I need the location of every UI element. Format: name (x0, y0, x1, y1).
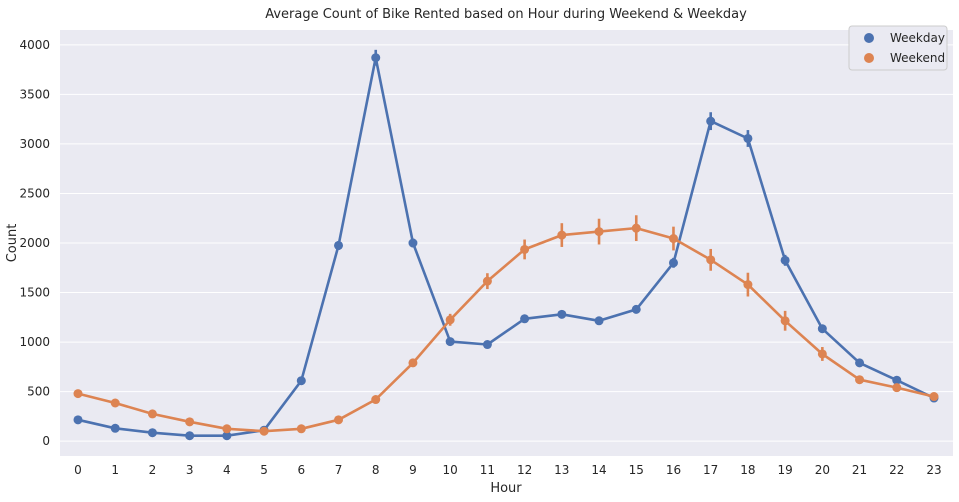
series-layer (73, 49, 939, 441)
data-point-weekend (147, 409, 157, 419)
data-point-weekend (743, 280, 753, 290)
x-tick-label: 16 (666, 463, 681, 477)
x-tick-label: 17 (703, 463, 718, 477)
data-point-weekday (482, 340, 492, 350)
x-tick-labels: 0 1 2 3 4 5 6 7 8 9 10 11 12 13 14 15 16 17 18 19 20 21 22 23 (74, 463, 941, 477)
data-point-weekday (631, 304, 641, 314)
x-tick-label: 7 (335, 463, 343, 477)
data-point-weekend (482, 276, 492, 286)
data-point-weekday (557, 309, 567, 319)
data-point-weekend (445, 315, 455, 325)
legend-label-weekend: Weekend (890, 51, 945, 65)
data-point-weekday (706, 116, 716, 126)
x-axis-title: Hour (490, 481, 522, 496)
data-point-weekend (631, 223, 641, 233)
data-point-weekend (185, 417, 195, 427)
data-point-weekend (817, 349, 827, 359)
data-point-weekend (929, 392, 939, 402)
data-point-weekend (371, 395, 381, 405)
y-tick-label: 2500 (19, 186, 50, 200)
x-tick-label: 18 (740, 463, 755, 477)
data-point-weekend (594, 227, 604, 237)
data-point-weekday (743, 133, 753, 143)
x-tick-label: 15 (629, 463, 644, 477)
series-line-weekend (77, 226, 935, 433)
data-point-weekend (408, 358, 418, 368)
legend: Weekday Weekend (848, 25, 948, 71)
legend-marker-weekend (864, 53, 874, 63)
data-point-weekend (855, 375, 865, 385)
data-point-weekday (445, 337, 455, 347)
data-point-weekday (110, 423, 120, 433)
x-tick-label: 22 (889, 463, 904, 477)
x-tick-label: 0 (74, 463, 82, 477)
data-point-weekend (110, 398, 120, 408)
data-point-weekday (892, 375, 902, 385)
data-point-weekend (259, 426, 269, 436)
chart-title: Average Count of Bike Rented based on Ho… (265, 7, 747, 22)
data-point-weekend (296, 424, 306, 434)
y-tick-label: 3000 (19, 137, 50, 151)
x-tick-label: 10 (443, 463, 458, 477)
data-point-weekday (73, 415, 83, 425)
y-axis-title: Count (5, 224, 20, 263)
x-tick-label: 13 (554, 463, 569, 477)
grid (60, 44, 953, 442)
y-tick-label: 500 (27, 385, 50, 399)
data-point-weekend (706, 255, 716, 265)
y-tick-label: 2000 (19, 236, 50, 250)
y-tick-labels: 0 500 1000 1500 2000 2500 3000 3500 4000 (19, 38, 50, 448)
x-tick-label: 11 (480, 463, 495, 477)
data-point-weekday (855, 358, 865, 368)
x-tick-label: 4 (223, 463, 231, 477)
data-point-weekday (334, 240, 344, 250)
y-tick-label: 1000 (19, 335, 50, 349)
series-line-weekday (77, 56, 935, 438)
x-tick-label: 6 (297, 463, 305, 477)
y-tick-label: 4000 (19, 38, 50, 52)
legend-label-weekday: Weekday (890, 31, 945, 45)
x-tick-label: 3 (186, 463, 194, 477)
data-point-weekday (817, 324, 827, 334)
data-point-weekday (296, 376, 306, 386)
x-tick-label: 19 (777, 463, 792, 477)
legend-marker-weekday (864, 33, 874, 43)
data-point-weekend (73, 389, 83, 399)
y-tick-label: 3500 (19, 87, 50, 101)
x-tick-label: 1 (111, 463, 119, 477)
y-tick-label: 1500 (19, 286, 50, 300)
x-tick-label: 12 (517, 463, 532, 477)
x-tick-label: 20 (815, 463, 830, 477)
data-point-weekday (222, 431, 232, 441)
y-tick-label: 0 (42, 434, 50, 448)
data-point-weekend (222, 424, 232, 434)
x-tick-label: 5 (260, 463, 268, 477)
data-point-weekday (408, 238, 418, 248)
x-tick-label: 23 (926, 463, 941, 477)
data-point-weekend (668, 234, 678, 244)
data-point-weekday (780, 255, 790, 265)
data-point-weekday (594, 316, 604, 326)
data-point-weekday (185, 431, 195, 441)
data-point-weekend (557, 230, 567, 240)
data-point-weekday (147, 428, 157, 438)
x-tick-label: 14 (591, 463, 606, 477)
data-point-weekend (780, 316, 790, 326)
x-tick-label: 21 (852, 463, 867, 477)
data-point-weekday (668, 258, 678, 268)
data-point-weekday (520, 314, 530, 324)
x-tick-label: 8 (372, 463, 380, 477)
data-point-weekend (892, 383, 902, 393)
x-tick-label: 9 (409, 463, 417, 477)
data-point-weekday (371, 53, 381, 63)
x-tick-label: 2 (149, 463, 157, 477)
data-point-weekend (334, 415, 344, 425)
data-point-weekend (520, 244, 530, 254)
